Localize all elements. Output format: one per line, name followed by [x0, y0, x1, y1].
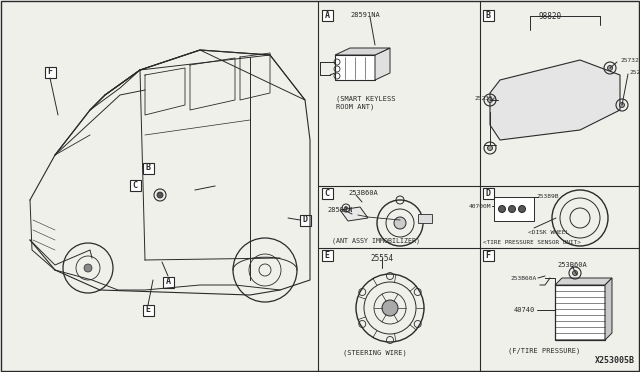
Text: 28591NA: 28591NA: [350, 12, 380, 18]
Text: 25732A: 25732A: [620, 58, 640, 62]
Text: 253B60A: 253B60A: [348, 190, 378, 196]
Text: 40700M: 40700M: [468, 203, 491, 208]
Text: E: E: [145, 305, 150, 314]
Circle shape: [488, 97, 493, 103]
Text: 40740: 40740: [514, 307, 535, 313]
Circle shape: [382, 300, 398, 316]
Text: C: C: [324, 189, 330, 198]
Text: A: A: [166, 278, 170, 286]
Text: 25231A: 25231A: [629, 70, 640, 74]
Bar: [143, 305, 154, 315]
Bar: [494, 197, 534, 221]
Circle shape: [509, 205, 515, 212]
Text: 25231A: 25231A: [474, 96, 497, 100]
Text: 253B60A: 253B60A: [557, 262, 587, 268]
Bar: [321, 187, 333, 199]
Text: 25554: 25554: [371, 254, 394, 263]
Circle shape: [157, 192, 163, 198]
Text: D: D: [303, 215, 307, 224]
Text: 28591N: 28591N: [327, 207, 353, 213]
Circle shape: [518, 205, 525, 212]
Text: D: D: [486, 189, 490, 198]
Text: ROOM ANT): ROOM ANT): [336, 103, 374, 109]
Text: 253B60A: 253B60A: [511, 276, 537, 280]
Polygon shape: [335, 55, 375, 80]
Polygon shape: [555, 278, 612, 285]
Text: A: A: [324, 10, 330, 19]
Polygon shape: [418, 214, 432, 223]
Polygon shape: [490, 60, 620, 140]
Bar: [555, 285, 605, 340]
Text: C: C: [132, 180, 138, 189]
Circle shape: [499, 205, 506, 212]
Bar: [143, 163, 154, 173]
Text: F: F: [486, 250, 490, 260]
Circle shape: [84, 264, 92, 272]
Bar: [300, 215, 310, 225]
Circle shape: [573, 270, 577, 276]
Bar: [129, 180, 141, 190]
Circle shape: [394, 217, 406, 229]
Circle shape: [620, 103, 625, 108]
Polygon shape: [605, 278, 612, 340]
Text: F: F: [47, 67, 52, 77]
Circle shape: [344, 206, 348, 209]
Text: B: B: [145, 164, 150, 173]
Bar: [163, 276, 173, 288]
Text: (STEERING WIRE): (STEERING WIRE): [343, 350, 407, 356]
Text: <DISK WHEEL: <DISK WHEEL: [528, 230, 569, 235]
Text: 98820: 98820: [538, 12, 561, 21]
Polygon shape: [375, 48, 390, 80]
Text: (ANT ASSY IMMOBILIZER): (ANT ASSY IMMOBILIZER): [332, 238, 420, 244]
Text: (SMART KEYLESS: (SMART KEYLESS: [336, 95, 396, 102]
Polygon shape: [335, 48, 390, 55]
Text: E: E: [324, 250, 330, 260]
Circle shape: [488, 145, 493, 151]
Bar: [45, 67, 56, 77]
Text: B: B: [486, 10, 490, 19]
Bar: [483, 187, 493, 199]
Text: X253005B: X253005B: [595, 356, 635, 365]
Text: <TIRE PRESSURE SENSOR UNIT>: <TIRE PRESSURE SENSOR UNIT>: [483, 240, 581, 245]
Bar: [321, 10, 333, 20]
Text: 25389B: 25389B: [536, 194, 559, 199]
Bar: [483, 250, 493, 260]
Text: (F/TIRE PRESSURE): (F/TIRE PRESSURE): [508, 348, 580, 355]
Bar: [483, 10, 493, 20]
Polygon shape: [340, 207, 368, 221]
Circle shape: [607, 65, 612, 71]
Bar: [321, 250, 333, 260]
